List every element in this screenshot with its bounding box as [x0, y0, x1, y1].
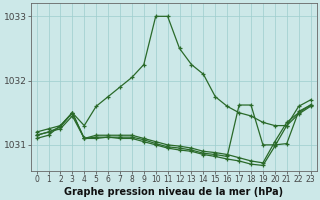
- X-axis label: Graphe pression niveau de la mer (hPa): Graphe pression niveau de la mer (hPa): [64, 187, 283, 197]
